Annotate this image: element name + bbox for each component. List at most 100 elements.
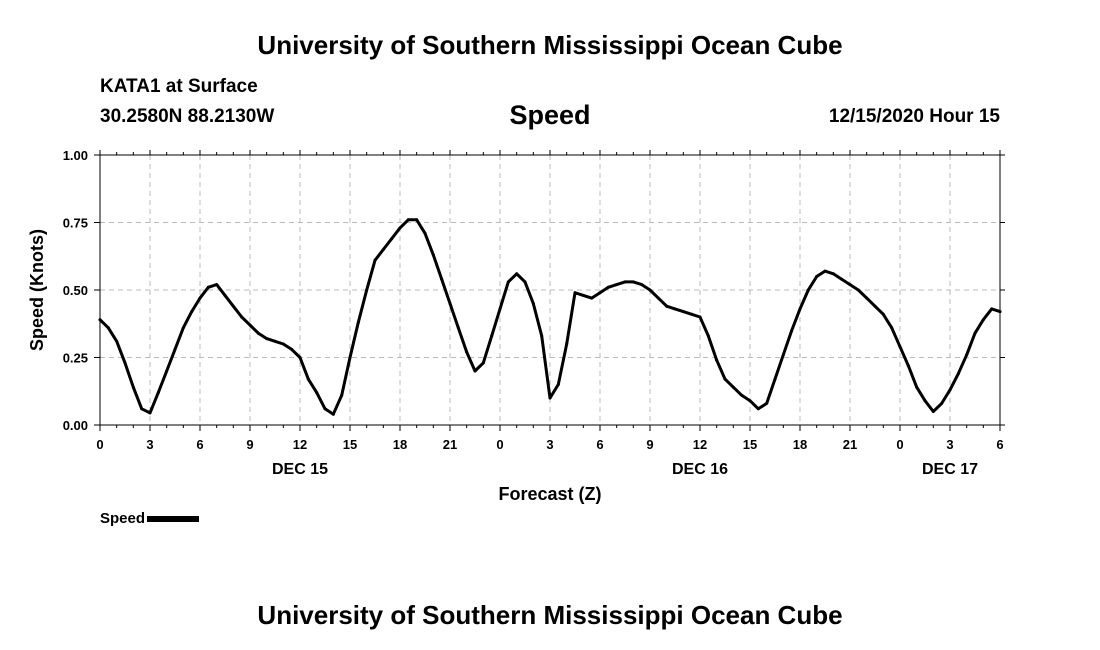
data-point [481,361,485,365]
data-point [731,385,735,389]
x-tick-label: 21 [843,437,857,452]
station-coordinates: 30.2580N 88.2130W [100,106,275,127]
data-point [223,293,227,297]
chart-title: Speed [509,100,591,130]
x-tick-label: 6 [996,437,1003,452]
x-tick-label: 9 [246,437,253,452]
data-point [856,288,860,292]
data-point [906,364,910,368]
legend: Speed [100,510,200,527]
x-tick-label: 6 [596,437,603,452]
data-point [281,342,285,346]
data-point [773,377,777,381]
data-point [465,350,469,354]
data-point [331,412,335,416]
data-point [256,331,260,335]
data-point [190,310,194,314]
x-tick-label: 12 [293,437,307,452]
data-point [765,401,769,405]
data-point [748,399,752,403]
data-point [640,283,644,287]
data-point [631,280,635,284]
data-point [556,383,560,386]
data-point [398,226,402,230]
x-tick-label: 21 [443,437,457,452]
data-point [448,302,452,305]
data-point [306,377,310,381]
x-tick-label: 12 [693,437,707,452]
data-point [131,385,135,389]
data-point [515,272,519,276]
data-point [156,391,160,395]
data-point [723,377,727,381]
data-point [823,269,827,273]
data-point [198,296,202,300]
data-point [665,304,669,308]
data-point [965,353,969,357]
data-point [981,318,985,322]
data-point [273,339,277,343]
x-tick-label: 0 [496,437,503,452]
data-point [673,307,677,311]
data-point [165,369,169,373]
day-label: DEC 15 [272,461,328,478]
data-point [548,396,552,400]
data-point [98,318,102,322]
data-point [423,231,427,235]
data-point [148,411,152,415]
x-tick-label: 9 [646,437,653,452]
data-point [298,356,302,359]
data-point [123,361,127,365]
data-point [440,277,444,281]
day-label: DEC 17 [922,461,978,478]
data-point [290,347,294,351]
y-tick-label: 1.00 [63,148,88,163]
data-point [948,388,952,392]
x-tick-label: 18 [793,437,807,452]
data-point [231,304,235,308]
data-point [181,326,185,330]
data-point [790,329,794,332]
y-tick-label: 0.50 [63,283,88,298]
data-point [490,334,494,338]
data-point [106,326,110,330]
data-point [415,218,419,222]
forecast-datetime: 12/15/2020 Hour 15 [828,106,1000,127]
data-point [890,326,894,330]
data-point [740,393,744,397]
x-axis-title: Forecast (Z) [498,484,601,504]
data-point [798,307,802,311]
data-point [406,218,410,222]
data-point [973,331,977,335]
data-point [581,293,585,297]
data-point [998,310,1002,314]
data-point [340,393,344,397]
data-point [990,307,994,311]
data-point [698,315,702,319]
x-tick-label: 0 [96,437,103,452]
data-point [881,312,885,316]
data-point [915,385,919,389]
data-point [781,353,785,357]
data-point [931,410,935,413]
data-point [715,358,719,362]
data-point [115,339,119,343]
data-point [315,391,319,395]
data-point [940,401,944,405]
day-label: DEC 16 [672,461,728,478]
data-point [206,285,210,289]
data-point [390,237,394,241]
data-point [598,291,602,295]
data-point [140,407,144,411]
x-tick-label: 15 [743,437,757,452]
data-point [381,248,385,251]
page-title-bottom: University of Southern Mississippi Ocean… [257,600,843,630]
data-point [365,288,369,292]
data-point [806,288,810,292]
data-point [690,312,694,316]
x-tick-label: 15 [343,437,357,452]
data-point [815,275,819,278]
data-point [898,345,902,349]
data-point [656,296,660,300]
